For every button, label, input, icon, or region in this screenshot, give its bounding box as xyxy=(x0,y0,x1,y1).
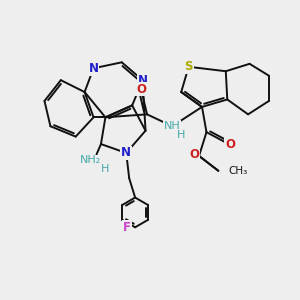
Text: O: O xyxy=(190,148,200,161)
Text: S: S xyxy=(184,60,193,73)
Text: NH: NH xyxy=(164,121,181,131)
Text: H: H xyxy=(101,164,110,174)
Text: NH₂: NH₂ xyxy=(80,155,101,165)
Text: N: N xyxy=(88,62,98,75)
Text: F: F xyxy=(123,221,131,234)
Text: O: O xyxy=(136,82,146,96)
Text: CH₃: CH₃ xyxy=(229,166,248,176)
Text: H: H xyxy=(177,130,185,140)
Text: N: N xyxy=(138,74,148,87)
Text: N: N xyxy=(121,146,131,160)
Text: O: O xyxy=(225,138,235,151)
